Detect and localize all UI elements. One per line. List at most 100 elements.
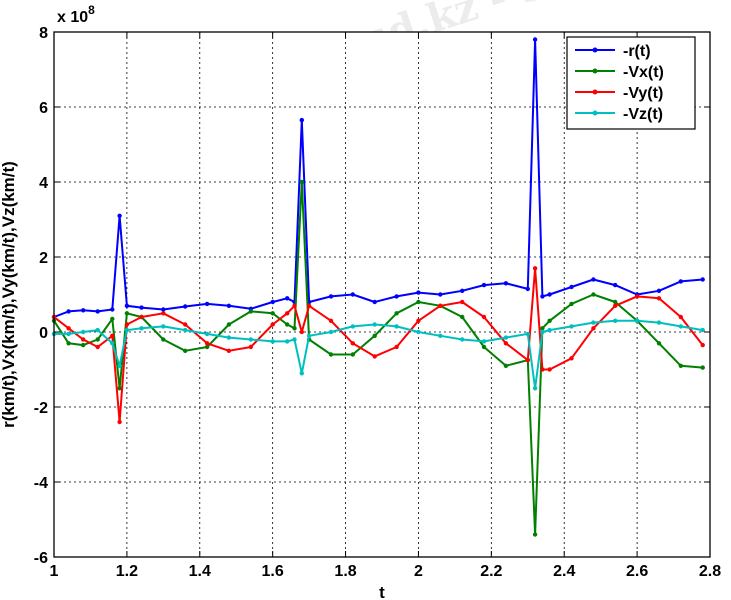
data-point [270,322,275,327]
data-point [299,179,304,185]
legend-item: -Vz(t) [575,106,663,123]
data-point [678,314,683,320]
data-point [547,292,552,297]
data-point [438,303,443,308]
data-point [350,341,355,346]
data-point [328,318,334,323]
data-point [161,324,166,329]
x-axis-label: t [379,583,385,600]
data-point [306,333,312,338]
data-point [328,352,334,357]
data-point [139,314,144,320]
data-point [416,290,421,295]
data-point [656,320,662,325]
data-point [285,322,290,327]
x-tick-label: 1.4 [189,563,211,580]
data-point [292,303,297,308]
data-point [161,337,166,342]
data-point [285,339,290,344]
data-point [569,324,574,329]
y-tick-label: -4 [34,475,48,492]
legend-item: -r(t) [575,43,651,60]
data-point [117,386,122,391]
data-point [95,337,100,342]
data-point [547,318,552,323]
data-point [161,311,166,316]
data-point [416,318,421,323]
data-point [532,532,538,537]
data-point [226,322,232,327]
data-point [503,335,509,340]
data-point [481,314,487,320]
series-1 [51,37,705,320]
series-line [53,267,704,423]
data-point [547,327,552,333]
data-point [438,292,443,297]
data-point [460,299,465,305]
data-point [204,344,210,350]
legend-label: -Vx(t) [623,64,664,81]
data-point [460,314,465,320]
series-4 [51,318,705,391]
series-3 [51,266,705,425]
data-point [292,337,297,342]
data-point [161,307,166,312]
data-point [613,303,618,308]
data-point [110,333,115,338]
data-point [139,305,144,310]
data-point [350,352,355,357]
data-point [66,326,71,331]
data-point [285,311,290,316]
data-point [656,341,662,346]
legend-label: -r(t) [623,43,651,60]
data-point [117,419,122,425]
data-point [656,296,662,301]
data-point [183,348,188,353]
data-point [95,327,100,333]
data-point [117,363,122,368]
y-axis-ticks: -6 -4 -2 0 2 4 6 8 [34,25,710,567]
legend-marker [592,110,598,116]
legend-marker [592,89,598,95]
data-point [700,277,705,282]
data-point [700,365,705,370]
series-2 [51,179,705,537]
data-point [270,311,275,316]
x-tick-label: 2 [414,563,423,580]
data-point [226,335,232,340]
data-point [532,37,538,42]
data-point [66,331,71,337]
data-point [569,284,574,290]
data-point [248,337,253,342]
data-point [226,348,232,353]
legend: -r(t) -Vx(t) -Vy(t) -Vz(t) [566,36,696,130]
data-point [416,329,421,335]
series-line [53,181,703,536]
series-layer [51,37,705,537]
y-tick-label: 6 [39,100,48,117]
legend-item: -Vx(t) [575,64,664,81]
data-point [613,318,618,323]
data-point [81,342,86,348]
data-point [183,304,188,309]
data-point [416,299,421,305]
y-tick-label: 0 [39,325,48,342]
y-exponent-power: 8 [88,3,95,17]
data-point [110,341,115,346]
plot-frame [53,31,711,558]
data-point [285,296,290,301]
x-axis-ticks: 1 1.2 1.4 1.6 1.8 2 2.2 2.4 2.6 2.8 [50,32,721,580]
data-point [547,367,552,372]
data-point [700,342,705,348]
data-point [372,354,377,359]
y-axis-exponent: x 108 [57,3,95,26]
data-point [66,341,71,346]
legend-label: -Vy(t) [623,85,663,102]
data-point [183,327,188,333]
data-point [394,294,399,299]
data-point [525,286,530,292]
data-point [591,326,596,331]
data-point [204,301,210,307]
data-point [66,309,71,314]
data-point [110,316,115,322]
